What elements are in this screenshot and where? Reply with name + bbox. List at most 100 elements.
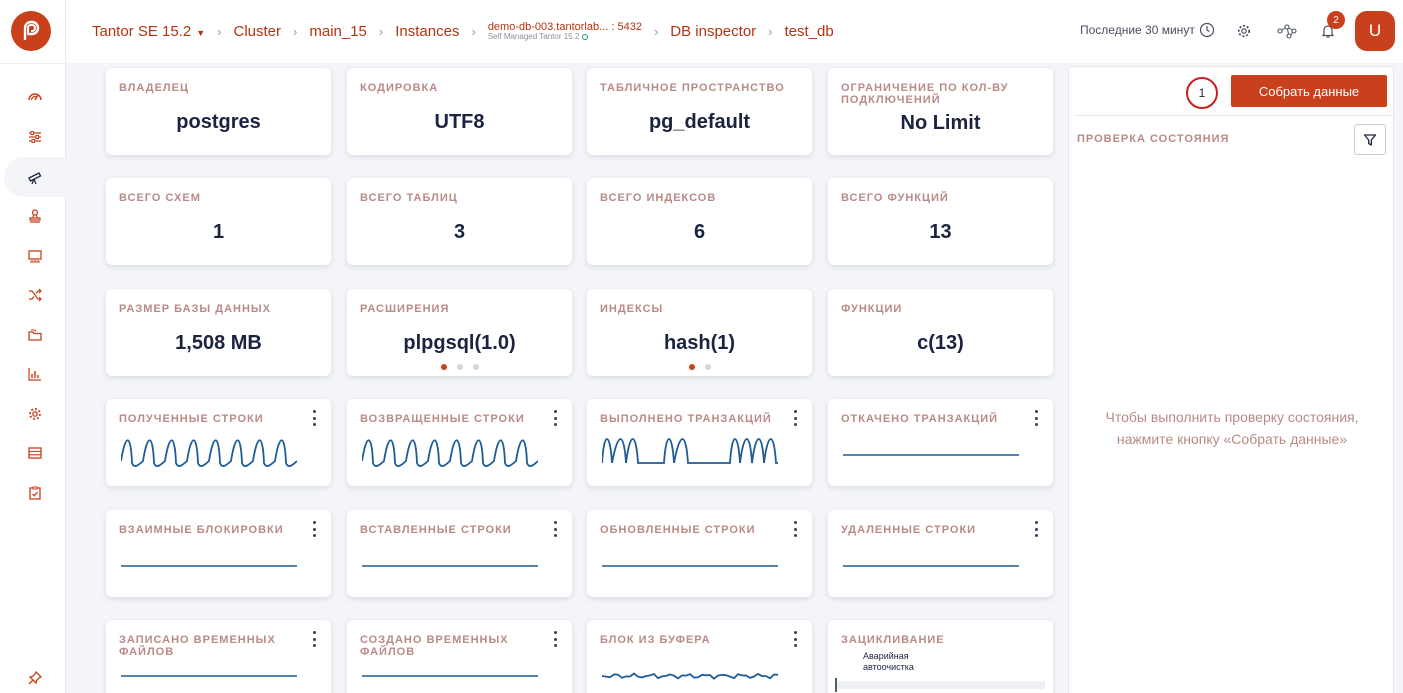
sparkline xyxy=(121,439,297,467)
kebab-menu-icon[interactable] xyxy=(552,631,558,647)
collect-data-button[interactable]: Собрать данные xyxy=(1231,75,1387,107)
wraparound-axis xyxy=(835,678,1045,692)
breadcrumb-cluster[interactable]: Cluster xyxy=(233,23,282,40)
card-label: Табличное пространство xyxy=(600,82,785,94)
bar-chart-icon xyxy=(28,368,41,381)
pager-dot[interactable] xyxy=(472,364,479,370)
metric-label: Откачено транзакций xyxy=(841,413,999,425)
notifications-badge: 2 xyxy=(1327,11,1345,29)
card-value: 1 xyxy=(212,221,225,243)
pager-dot[interactable] xyxy=(440,364,447,370)
card-functions: Функции c(13) xyxy=(828,289,1053,376)
table-icon xyxy=(28,447,42,459)
metric-label: Выполнено транзакций xyxy=(600,413,772,425)
pager-dot[interactable] xyxy=(704,364,711,370)
sliders-icon xyxy=(29,131,41,143)
sidebar-item-replication[interactable] xyxy=(4,275,66,315)
chevron-right-icon: › xyxy=(471,24,476,39)
breadcrumb: Tantor SE 15.2 ▼ › Cluster › main_15 › In… xyxy=(92,0,834,63)
sparkline xyxy=(843,565,1019,567)
network-nodes-icon xyxy=(1277,24,1297,39)
card-label: Всего индексов xyxy=(600,192,717,204)
wraparound-legend: Аварийная автоочистка xyxy=(863,651,914,672)
status-ok-icon xyxy=(582,34,589,41)
dashboard-icon xyxy=(28,93,42,101)
breadcrumb-db-inspector[interactable]: DB inspector xyxy=(670,23,757,40)
card-total-tables: Всего таблиц 3 xyxy=(347,178,572,265)
pager-dot[interactable] xyxy=(688,364,695,370)
sparkline-series xyxy=(602,672,778,680)
kebab-menu-icon[interactable] xyxy=(311,631,317,647)
gear-icon xyxy=(1237,24,1251,38)
shuffle-icon xyxy=(29,288,42,302)
breadcrumb-main[interactable]: main_15 xyxy=(309,23,367,40)
metric-card: Полученные строки xyxy=(106,399,331,486)
sidebar-item-tables[interactable] xyxy=(4,433,66,473)
card-value: plpgsql(1.0) xyxy=(403,332,516,354)
empty-state-line-2: нажмите кнопку «Собрать данные» xyxy=(1116,431,1348,447)
card-label: Всего схем xyxy=(119,192,201,204)
sidebar-divider xyxy=(0,63,66,64)
filter-icon xyxy=(1363,133,1377,146)
top-header: Tantor SE 15.2 ▼ › Cluster › main_15 › In… xyxy=(66,0,1403,63)
chevron-right-icon: › xyxy=(378,24,384,39)
kebab-menu-icon[interactable] xyxy=(792,410,798,426)
sidebar-item-db-inspector[interactable] xyxy=(4,157,66,197)
metric-card: Обновленные строки xyxy=(587,510,812,597)
stamp-icon xyxy=(29,209,41,223)
topology-button[interactable] xyxy=(1277,21,1297,41)
sidebar-item-pin[interactable] xyxy=(4,658,66,693)
tantor-logo[interactable] xyxy=(11,11,51,51)
sidebar xyxy=(0,0,66,693)
monitor-icon xyxy=(28,250,42,263)
settings-button[interactable] xyxy=(1234,21,1254,41)
sidebar-item-stamp[interactable] xyxy=(4,196,66,236)
sidebar-item-dashboard[interactable] xyxy=(4,78,66,118)
kebab-menu-icon[interactable] xyxy=(1033,410,1039,426)
card-extensions: Расширения plpgsql(1.0) xyxy=(347,289,572,376)
sidebar-item-tasks[interactable] xyxy=(4,473,66,513)
breadcrumb-instance[interactable]: demo-db-003.tantorlab... : 5432 Self Man… xyxy=(488,21,642,42)
breadcrumb-database[interactable]: test_db xyxy=(784,23,834,40)
sidebar-item-statistics[interactable] xyxy=(4,354,66,394)
avatar[interactable]: U xyxy=(1355,11,1395,51)
sidebar-item-configuration[interactable] xyxy=(4,394,66,434)
kebab-menu-icon[interactable] xyxy=(552,521,558,537)
sidebar-item-folders[interactable] xyxy=(4,315,66,355)
filter-button[interactable] xyxy=(1354,124,1386,155)
sparkline xyxy=(121,565,297,567)
step-marker: 1 xyxy=(1186,77,1218,109)
kebab-menu-icon[interactable] xyxy=(792,521,798,537)
instance-name: demo-db-003.tantorlab... xyxy=(487,21,609,34)
kebab-menu-icon[interactable] xyxy=(1033,521,1039,537)
metric-label: Обновленные строки xyxy=(600,524,756,536)
checklist-icon xyxy=(29,486,41,500)
kebab-menu-icon[interactable] xyxy=(552,410,558,426)
kebab-menu-icon[interactable] xyxy=(311,521,317,537)
carousel-pager xyxy=(347,364,572,370)
time-range-selector[interactable]: Последние 30 минут xyxy=(1080,22,1215,38)
card-label: Индексы xyxy=(600,303,664,315)
empty-state-line-1: Чтобы выполнить проверку состояния, xyxy=(1105,409,1359,425)
health-check-panel: 1 Собрать данные Проверка состояния Чтоб… xyxy=(1068,66,1394,693)
card-owner: Владелец postgres xyxy=(106,68,331,155)
card-value: pg_default xyxy=(648,111,751,133)
kebab-menu-icon[interactable] xyxy=(792,631,798,647)
metric-card: Удаленные строки xyxy=(828,510,1053,597)
card-label: Всего таблиц xyxy=(360,192,458,204)
card-value: 13 xyxy=(929,221,952,243)
metric-label: Взаимные блокировки xyxy=(119,524,284,536)
breadcrumb-product[interactable]: Tantor SE 15.2 ▼ xyxy=(92,23,205,40)
breadcrumb-instances[interactable]: Instances xyxy=(395,23,460,40)
card-indexes: Индексы hash(1) xyxy=(587,289,812,376)
sidebar-item-monitor[interactable] xyxy=(4,236,66,276)
panel-divider xyxy=(1076,115,1394,116)
kebab-menu-icon[interactable] xyxy=(311,410,317,426)
product-label: Tantor SE 15.2 xyxy=(92,23,192,40)
sidebar-item-settings-sliders[interactable] xyxy=(4,117,66,157)
metric-label: Зацикливание xyxy=(841,634,945,646)
sparkline xyxy=(602,438,778,464)
metric-card: Взаимные блокировки xyxy=(106,510,331,597)
card-value: 1,508 MB xyxy=(175,332,262,354)
pager-dot[interactable] xyxy=(456,364,463,370)
